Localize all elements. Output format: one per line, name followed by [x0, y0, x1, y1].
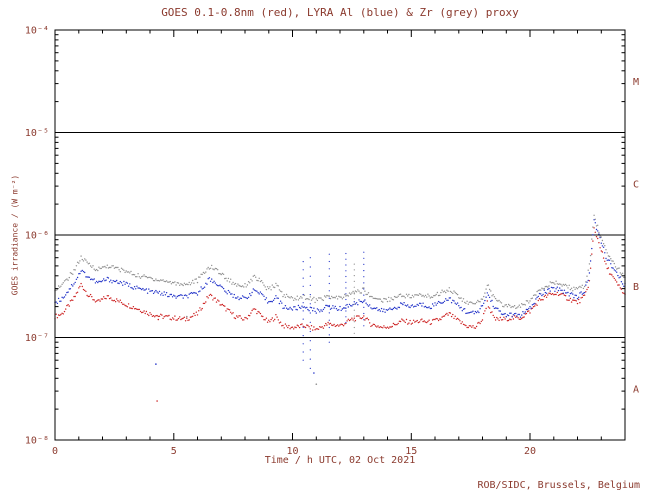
- tick-labels: 10⁻⁴ 10⁻⁵ 10⁻⁶ 10⁻⁷ 10⁻⁸0 5 10 15 20 M C B A: [25, 26, 639, 458]
- y-tick-label: 10⁻⁸: [25, 436, 49, 447]
- y-tick-label: 10⁻⁷: [25, 333, 49, 344]
- x-tick-label: 15: [405, 446, 417, 457]
- flare-class-label-B: B: [633, 282, 639, 293]
- series-goes: [54, 227, 626, 331]
- y-tick-label: 10⁻⁵: [25, 128, 49, 139]
- artifact-points: [155, 251, 365, 402]
- x-tick-label: 20: [524, 446, 536, 457]
- plot-title: GOES 0.1-0.8nm (red), LYRA Al (blue) & Z…: [161, 6, 519, 19]
- credit-text: ROB/SIDC, Brussels, Belgium: [477, 480, 640, 491]
- x-tick-label: 5: [171, 446, 177, 457]
- flare-class-label-M: M: [633, 77, 639, 88]
- y-tick-label: 10⁻⁶: [25, 231, 49, 242]
- x-axis-label: Time / h UTC, 02 Oct 2021: [264, 455, 416, 466]
- series-al: [54, 219, 626, 318]
- axes: [54, 29, 626, 441]
- series-zr: [54, 214, 626, 310]
- flare-class-label-A: A: [633, 384, 639, 395]
- plot-border: [54, 29, 626, 441]
- flare-class-label-C: C: [633, 179, 639, 190]
- y-tick-label: 10⁻⁴: [25, 26, 49, 37]
- x-tick-label: 10: [286, 446, 298, 457]
- x-tick-label: 0: [52, 446, 58, 457]
